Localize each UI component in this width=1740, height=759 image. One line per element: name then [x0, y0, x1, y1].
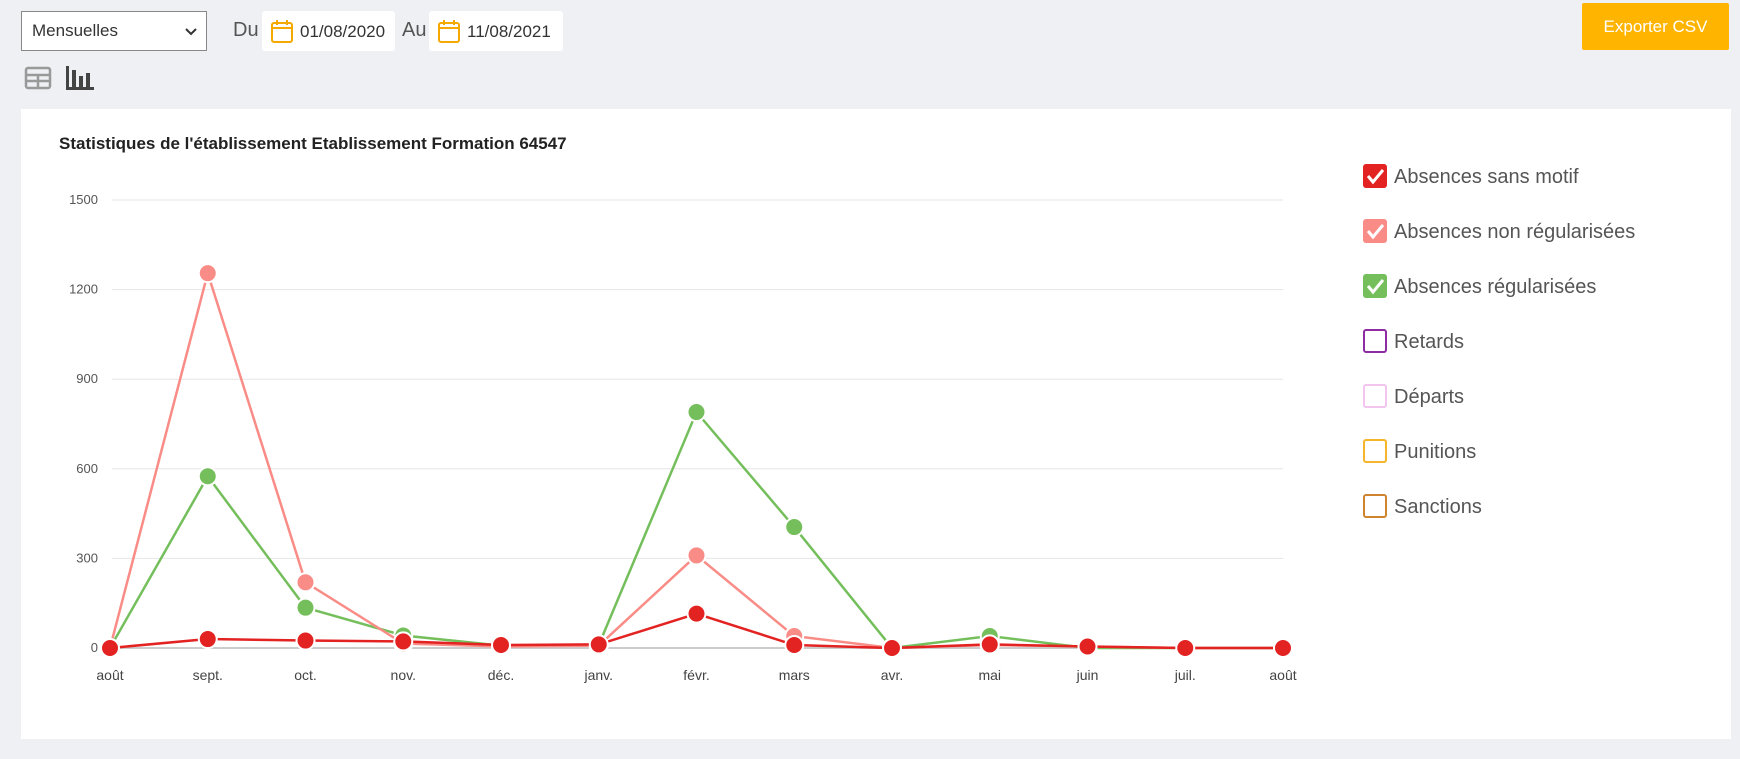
dropdown-arrow — [185, 28, 197, 36]
x-tick-label: juin — [1076, 667, 1099, 683]
legend-label: Absences sans motif — [1394, 166, 1579, 188]
data-point — [197, 263, 218, 284]
legend-label: Retards — [1394, 331, 1464, 353]
y-tick-label: 300 — [76, 550, 98, 565]
data-point — [882, 638, 902, 658]
y-tick-label: 900 — [76, 371, 98, 386]
data-point — [1273, 638, 1293, 658]
chart-view-icon[interactable] — [66, 66, 94, 90]
legend-label: Absences non régularisées — [1394, 221, 1635, 243]
series — [100, 263, 1293, 658]
x-tick-label: sept. — [193, 667, 223, 683]
table-view-icon[interactable] — [24, 66, 52, 90]
series-line — [108, 268, 1283, 650]
data-point — [1077, 636, 1098, 657]
legend-label: Départs — [1394, 386, 1464, 408]
x-tick-label: oct. — [294, 667, 317, 683]
data-point — [197, 466, 218, 487]
legend-item[interactable]: Départs — [1363, 384, 1464, 408]
legend-checkbox — [1363, 384, 1387, 408]
calendar-icon — [271, 20, 293, 43]
legend-label: Sanctions — [1394, 496, 1482, 518]
x-tick-label: août — [1269, 667, 1296, 683]
calendar-icon — [438, 20, 460, 43]
x-tick-label: août — [96, 667, 123, 683]
data-point — [686, 603, 707, 624]
data-point — [784, 635, 805, 656]
to-label: Au — [402, 19, 427, 41]
legend-check — [1366, 279, 1385, 295]
data-point — [1175, 638, 1196, 658]
data-point — [295, 597, 316, 618]
x-tick-label: janv. — [583, 667, 613, 683]
legend-label: Punitions — [1394, 441, 1476, 463]
legend-checkbox — [1363, 329, 1387, 353]
legend-checkbox — [1363, 274, 1387, 298]
data-point — [491, 635, 511, 656]
data-point — [100, 638, 120, 658]
data-point — [295, 630, 316, 651]
legend-label: Absences régularisées — [1394, 276, 1596, 298]
legend-item[interactable]: Punitions — [1363, 439, 1476, 463]
y-tick-label: 0 — [91, 640, 98, 655]
to-date[interactable]: 11/08/2021 — [429, 11, 563, 51]
legend-item[interactable]: Sanctions — [1363, 494, 1482, 518]
series — [100, 603, 1293, 658]
legend-checkbox — [1363, 164, 1387, 188]
from-label: Du — [233, 19, 259, 41]
data-point — [197, 629, 218, 650]
period-select[interactable]: Mensuelles — [21, 11, 207, 51]
legend-item[interactable]: Absences non régularisées — [1363, 219, 1635, 243]
view-icons — [24, 66, 94, 90]
data-point — [295, 572, 316, 593]
chart-panel: Statistiques de l'établissement Etabliss… — [21, 109, 1731, 739]
data-point — [686, 402, 707, 423]
y-tick-label: 1500 — [69, 192, 98, 207]
data-point — [979, 634, 1000, 655]
legend-checkbox — [1363, 439, 1387, 463]
x-tick-label: mai — [978, 667, 1001, 683]
data-point — [784, 517, 805, 538]
y-tick-label: 600 — [76, 461, 98, 476]
legend-checkbox — [1363, 494, 1387, 518]
legend-check — [1366, 224, 1385, 240]
x-tick-label: nov. — [391, 667, 416, 683]
x-tick-label: déc. — [488, 667, 514, 683]
data-point — [588, 634, 609, 655]
data-point — [393, 631, 414, 652]
from-date[interactable]: 01/08/2020 — [262, 11, 395, 51]
chart-title: Statistiques de l'établissement Etabliss… — [59, 134, 567, 153]
export-button[interactable]: Exporter CSV — [1582, 3, 1729, 50]
x-tick-label: avr. — [881, 667, 904, 683]
chart: Statistiques de l'établissement Etabliss… — [59, 134, 1635, 683]
legend-item[interactable]: Absences régularisées — [1363, 274, 1596, 298]
period-value: Mensuelles — [32, 21, 118, 40]
legend-item[interactable]: Retards — [1363, 329, 1464, 353]
from-value: 01/08/2020 — [300, 22, 386, 41]
x-tick-label: févr. — [683, 667, 709, 683]
legend-checkbox — [1363, 219, 1387, 243]
x-tick-label: juil. — [1174, 667, 1196, 683]
legend-check — [1366, 169, 1385, 185]
x-tick-label: mars — [779, 667, 810, 683]
data-point — [686, 545, 707, 566]
to-value: 11/08/2021 — [467, 22, 551, 41]
legend-item[interactable]: Absences sans motif — [1363, 164, 1579, 188]
y-tick-label: 1200 — [69, 282, 98, 297]
